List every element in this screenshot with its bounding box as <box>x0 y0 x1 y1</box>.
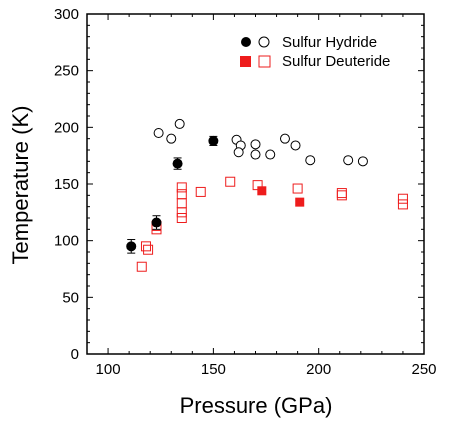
hydride-open-point <box>250 139 261 150</box>
hydride-open-point <box>343 155 354 166</box>
deuteride-filled-point <box>257 186 267 196</box>
y-tick-label: 250 <box>54 63 79 80</box>
deuteride-open-point <box>336 188 347 199</box>
deuteride-open-point <box>225 176 236 187</box>
deuteride-open-point <box>136 261 147 272</box>
hydride-open-point <box>250 149 261 160</box>
deuteride-open-point <box>397 199 408 210</box>
hydride-open-point <box>290 140 301 151</box>
legend-label-hydride: Sulfur Hydride <box>282 34 377 51</box>
legend-deuteride-filled-marker <box>240 56 251 67</box>
deuteride-open-point <box>176 198 187 209</box>
deuteride-open-point <box>176 207 187 218</box>
y-tick-label: 300 <box>54 6 79 23</box>
deuteride-filled-point <box>295 197 305 207</box>
deuteride-open-point <box>292 183 303 194</box>
deuteride-open-point <box>336 190 347 201</box>
deuteride-open-point <box>140 241 151 252</box>
deuteride-open-point <box>176 213 187 223</box>
hydride-open-point <box>357 156 368 167</box>
legend-label-deuteride: Sulfur Deuteride <box>282 53 390 70</box>
legend-hydride-open-marker <box>258 36 270 48</box>
hydride-open-point <box>153 128 164 138</box>
legend-deuteride-open-marker <box>258 55 271 68</box>
legend: Sulfur Hydride Sulfur Deuteride <box>240 34 390 70</box>
x-tick-label: 150 <box>201 361 226 378</box>
deuteride-open-point <box>143 244 154 255</box>
axis-ticks: 100 150 200 250 0 50 100 150 200 250 300 <box>54 6 437 378</box>
hydride-filled-point <box>151 217 162 228</box>
x-tick-label: 200 <box>306 361 331 378</box>
y-tick-label: 100 <box>54 233 79 250</box>
hydride-open-point <box>265 149 276 160</box>
hydride-filled-point <box>126 241 137 252</box>
legend-hydride-filled-marker <box>241 37 251 47</box>
hydride-open-point <box>174 118 185 129</box>
y-tick-label: 50 <box>62 289 79 306</box>
x-tick-label: 100 <box>96 361 121 378</box>
x-axis-title: Pressure (GPa) <box>180 393 333 418</box>
deuteride-open-point <box>176 189 187 200</box>
hydride-filled-point <box>172 158 183 169</box>
deuteride-open-point <box>397 193 408 204</box>
y-tick-label: 0 <box>71 346 79 363</box>
deuteride-open-point <box>176 182 187 193</box>
data-markers <box>126 118 408 272</box>
hydride-open-point <box>233 147 244 158</box>
hydride-open-point <box>305 155 316 166</box>
y-tick-label: 150 <box>54 176 79 193</box>
y-tick-label: 200 <box>54 119 79 136</box>
x-tick-label: 250 <box>411 361 436 378</box>
y-axis-title: Temperature (K) <box>8 106 33 265</box>
deuteride-open-point <box>195 186 206 197</box>
hydride-filled-point <box>208 135 219 146</box>
hydride-open-point <box>166 133 177 144</box>
hydride-open-point <box>279 133 290 144</box>
